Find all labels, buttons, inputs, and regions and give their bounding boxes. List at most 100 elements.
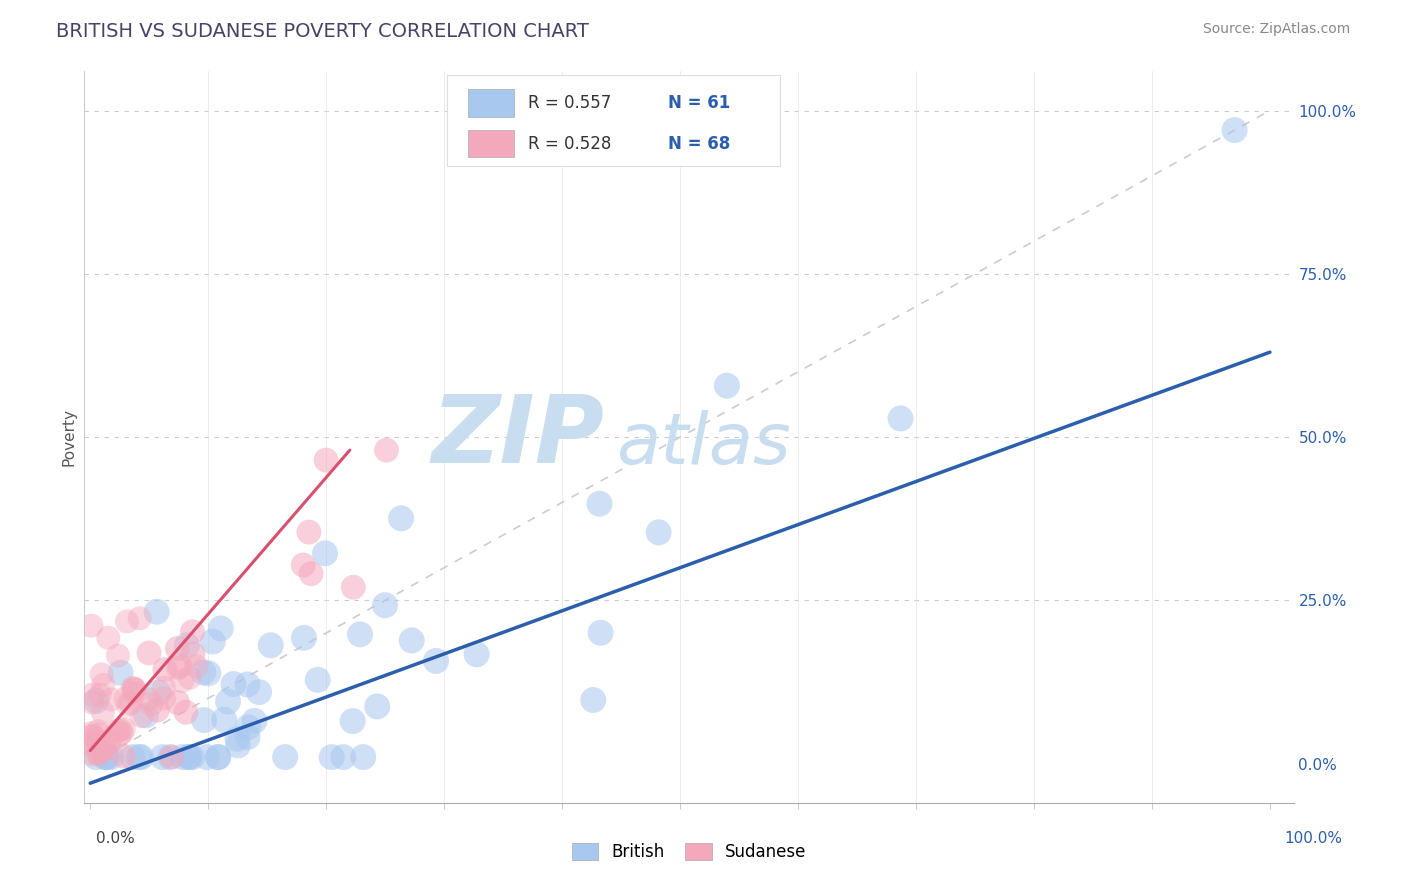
Point	[212, 713, 235, 727]
Point	[152, 750, 174, 764]
Point	[128, 750, 150, 764]
Legend: British, Sudanese: British, Sudanese	[565, 836, 813, 868]
Point	[80, 737, 103, 751]
Point	[94, 750, 117, 764]
Y-axis label: Poverty: Poverty	[60, 408, 76, 467]
Point	[90, 742, 112, 756]
Point	[129, 750, 152, 764]
Point	[82, 735, 104, 749]
Point	[80, 729, 103, 743]
Point	[349, 627, 371, 641]
Point	[588, 497, 610, 511]
Point	[82, 729, 104, 743]
Point	[167, 661, 190, 675]
Point	[100, 750, 122, 764]
Text: R = 0.528: R = 0.528	[529, 135, 612, 153]
Point	[86, 747, 108, 761]
Point	[131, 709, 153, 723]
Point	[97, 736, 120, 750]
Point	[112, 722, 135, 736]
FancyBboxPatch shape	[468, 129, 513, 158]
Point	[366, 699, 388, 714]
Point	[153, 681, 176, 695]
Point	[342, 714, 364, 728]
Text: BRITISH VS SUDANESE POVERTY CORRELATION CHART: BRITISH VS SUDANESE POVERTY CORRELATION …	[56, 22, 589, 41]
Point	[122, 686, 145, 700]
Point	[84, 694, 107, 708]
Text: 100.0%: 100.0%	[1285, 831, 1343, 846]
Point	[128, 611, 150, 625]
Point	[1223, 123, 1246, 137]
Point	[135, 708, 157, 723]
Point	[243, 714, 266, 728]
Point	[141, 697, 163, 711]
Point	[716, 378, 738, 392]
Point	[226, 739, 249, 753]
Point	[226, 731, 249, 746]
Point	[111, 726, 134, 740]
Point	[292, 558, 315, 572]
Point	[82, 688, 104, 702]
Point	[292, 631, 315, 645]
FancyBboxPatch shape	[447, 75, 780, 167]
Point	[181, 647, 204, 661]
Point	[145, 605, 167, 619]
Point	[90, 746, 112, 760]
Point	[146, 703, 169, 717]
Point	[465, 647, 488, 661]
Point	[177, 750, 200, 764]
Point	[120, 696, 142, 710]
Point	[582, 693, 605, 707]
Text: N = 61: N = 61	[668, 95, 731, 112]
Point	[236, 720, 259, 734]
Text: 0.0%: 0.0%	[96, 831, 135, 846]
Point	[97, 631, 120, 645]
Point	[87, 742, 110, 756]
Point	[153, 663, 176, 677]
Point	[124, 681, 146, 696]
Point	[174, 705, 197, 719]
Point	[98, 733, 121, 747]
Point	[193, 665, 215, 680]
Point	[110, 723, 132, 737]
Point	[80, 618, 103, 632]
Point	[332, 750, 354, 764]
Point	[114, 691, 136, 706]
Point	[207, 750, 229, 764]
Point	[121, 750, 143, 764]
Point	[80, 747, 103, 762]
Point	[148, 685, 170, 699]
Text: ZIP: ZIP	[432, 391, 605, 483]
Point	[110, 665, 132, 680]
Text: Source: ZipAtlas.com: Source: ZipAtlas.com	[1202, 22, 1350, 37]
Text: R = 0.557: R = 0.557	[529, 95, 612, 112]
Point	[314, 546, 336, 560]
Point	[87, 727, 110, 741]
Point	[100, 692, 122, 706]
Point	[159, 750, 181, 764]
Point	[96, 750, 118, 764]
Point	[117, 698, 139, 712]
Point	[236, 730, 259, 744]
Point	[201, 634, 224, 648]
Point	[124, 682, 146, 697]
Point	[93, 740, 115, 755]
Point	[890, 411, 912, 425]
Point	[195, 750, 218, 764]
Point	[90, 667, 112, 681]
Point	[136, 692, 159, 706]
Point	[166, 695, 188, 709]
Point	[172, 674, 194, 689]
Point	[321, 750, 343, 764]
Point	[181, 750, 204, 764]
Point	[197, 666, 219, 681]
Point	[179, 750, 201, 764]
Text: N = 68: N = 68	[668, 135, 731, 153]
Point	[153, 691, 176, 706]
Point	[236, 677, 259, 691]
Text: atlas: atlas	[616, 410, 792, 479]
Point	[93, 678, 115, 692]
Point	[401, 633, 423, 648]
Point	[166, 641, 188, 656]
Point	[108, 727, 131, 741]
